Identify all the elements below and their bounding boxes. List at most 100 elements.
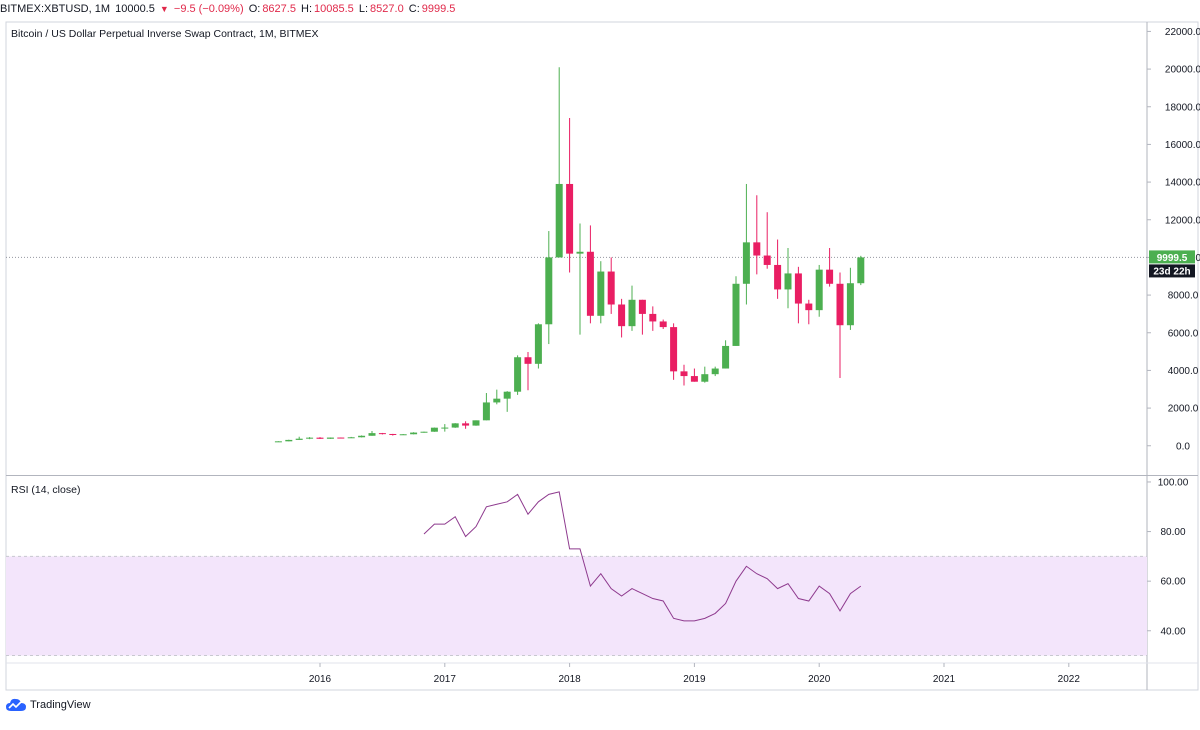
candle-body <box>368 433 376 436</box>
candle-body <box>794 273 802 304</box>
candle-body <box>347 437 355 439</box>
chart-frame <box>5 21 1199 691</box>
candle-body <box>742 242 750 284</box>
candle-body <box>586 251 594 316</box>
candle <box>659 319 667 329</box>
candle <box>524 351 532 391</box>
legend-bar: BITMEX:XBTUSD, 1M 10000.5 ▼ −9.5 (−0.09%… <box>0 0 1200 18</box>
candle <box>722 340 730 369</box>
candle <box>378 432 386 435</box>
candle <box>690 368 698 382</box>
candle-body <box>857 257 865 284</box>
candle <box>774 239 782 299</box>
candle-body <box>285 439 293 442</box>
candle <box>753 195 761 275</box>
y-tick-label: 4000.0 <box>1168 366 1199 377</box>
candle <box>618 298 626 338</box>
candle-body <box>503 391 511 399</box>
candle-body <box>430 427 438 432</box>
candle-body <box>711 368 719 375</box>
candle-body <box>680 371 688 377</box>
candle-body <box>701 374 709 382</box>
candle-body <box>420 431 428 433</box>
candle <box>295 436 303 440</box>
candle <box>503 391 511 412</box>
candle <box>306 437 314 440</box>
candle-body <box>451 423 459 428</box>
x-tick-label: 2022 <box>1058 674 1081 685</box>
candle <box>462 421 470 429</box>
candle-body <box>306 437 314 439</box>
candle <box>763 212 771 269</box>
candle <box>555 67 563 258</box>
candle-body <box>534 324 542 364</box>
candle-body <box>763 255 771 265</box>
open-value: 8627.5 <box>262 3 296 15</box>
close-label: C: <box>408 3 420 15</box>
candle-body <box>326 437 334 439</box>
candle <box>545 231 553 345</box>
candle-body <box>441 427 449 429</box>
y-tick-label: 0.0 <box>1176 441 1190 452</box>
candle <box>857 255 865 286</box>
candle <box>607 257 615 314</box>
candle-body <box>410 432 418 435</box>
candle <box>576 223 584 335</box>
high-label: H: <box>301 3 313 15</box>
candle-body <box>722 345 730 369</box>
candle <box>826 248 834 287</box>
candle <box>347 436 355 439</box>
candle <box>815 264 823 317</box>
candle <box>711 366 719 377</box>
candle <box>566 118 574 273</box>
y-tick-label: 12000.0 <box>1165 215 1200 226</box>
candle <box>472 420 480 426</box>
candle-body <box>576 251 584 254</box>
candle-body <box>670 327 678 372</box>
candle <box>430 427 438 432</box>
x-tick-label: 2017 <box>434 674 457 685</box>
candle-body <box>482 402 490 421</box>
candle-body <box>378 433 386 435</box>
candle <box>326 437 334 439</box>
candle-body <box>566 183 574 254</box>
x-tick-label: 2021 <box>933 674 956 685</box>
y-tick-label: 16000.0 <box>1165 140 1200 151</box>
candle-body <box>846 283 854 326</box>
candle-body <box>597 271 605 316</box>
candle <box>285 439 293 442</box>
candle <box>638 299 646 335</box>
candle <box>680 364 688 386</box>
rsi-band <box>6 556 1147 656</box>
candle-body <box>732 283 740 346</box>
candle <box>493 389 501 405</box>
candle <box>836 272 844 378</box>
candle <box>274 441 282 443</box>
symbol-label[interactable]: BITMEX:XBTUSD, 1M <box>0 3 111 15</box>
candle <box>451 423 459 428</box>
chart-title: Bitcoin / US Dollar Perpetual Inverse Sw… <box>11 28 319 40</box>
candle-body <box>815 269 823 311</box>
candle-body <box>274 441 282 443</box>
candle-body <box>389 433 397 435</box>
countdown-badge-label: 23d 22h <box>1153 266 1190 277</box>
candle-body <box>836 283 844 326</box>
y-tick-label: 22000.0 <box>1165 27 1200 38</box>
candle-body <box>690 376 698 382</box>
candle-body <box>358 435 366 438</box>
x-tick-label: 2019 <box>683 674 706 685</box>
candle <box>534 323 542 369</box>
candle-body <box>472 420 480 426</box>
low-label: L: <box>358 3 369 15</box>
candle <box>389 433 397 436</box>
candle <box>482 393 490 421</box>
candle <box>399 434 407 436</box>
candle-body <box>555 183 563 258</box>
low-value: 8527.0 <box>370 3 404 15</box>
tradingview-logo[interactable]: TradingView <box>6 696 91 714</box>
candle-body <box>628 299 636 327</box>
candle <box>784 248 792 309</box>
x-tick-label: 2016 <box>309 674 332 685</box>
last-price-badge-label: 9999.5 <box>1157 253 1188 264</box>
